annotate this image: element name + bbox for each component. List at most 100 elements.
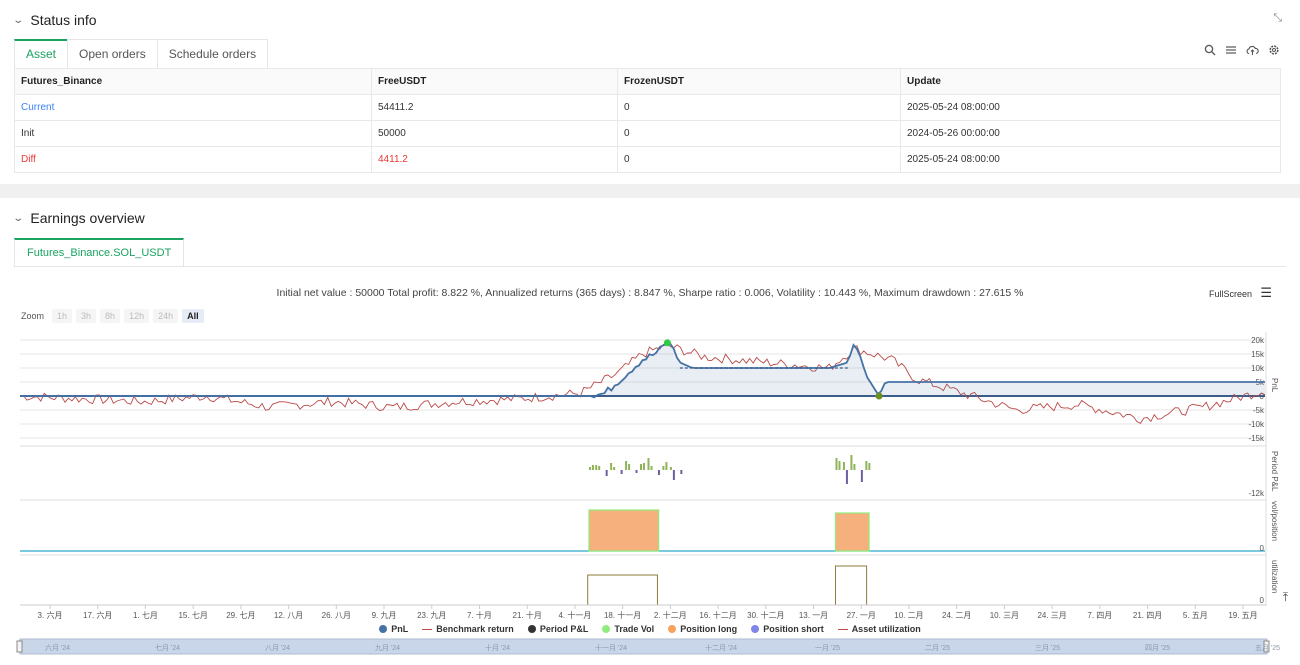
period-bar [835, 458, 838, 470]
x-tick-label: 2. 十二月 [654, 610, 687, 620]
max-marker [663, 339, 671, 347]
tab-open-orders[interactable]: Open orders [67, 39, 158, 68]
expand-icon[interactable]: ⤡ [1273, 12, 1282, 24]
legend-position-long[interactable]: Position long [668, 624, 737, 634]
earnings-header[interactable]: ⌄ Earnings overview [12, 210, 145, 226]
period-bar [853, 464, 856, 470]
period-bar [669, 467, 672, 470]
period-bar [647, 458, 650, 470]
period-bar [635, 470, 638, 473]
row-frozen: 0 [617, 94, 901, 121]
menu-icon[interactable]: ☰ [1260, 285, 1272, 300]
row-label: Diff [14, 146, 372, 173]
navigator-tick-label: 四月 '25 [1145, 644, 1170, 652]
period-bar [672, 470, 675, 480]
legend-period-pl[interactable]: Period P&L [527, 624, 589, 634]
navigator-tick-label: 十二月 '24 [705, 643, 737, 652]
tab-underline [14, 266, 1286, 267]
x-tick-label: 3. 六月 [38, 610, 63, 620]
legend-label: Benchmark return [436, 624, 514, 634]
zoom-all[interactable]: All [182, 309, 204, 323]
period-bar [640, 464, 643, 470]
row-free: 50000 [371, 120, 618, 147]
y-tick-label: 10k [1251, 364, 1265, 373]
period-bar [860, 470, 863, 482]
table-header-row: Futures_Binance FreeUSDT FrozenUSDT Upda… [14, 68, 1281, 95]
x-tick-label: 1. 七月 [133, 611, 158, 620]
x-tick-label: 27. 一月 [847, 611, 876, 620]
period-bar [620, 470, 623, 474]
legend-position-short[interactable]: Position short [751, 624, 824, 634]
earnings-title: Earnings overview [30, 210, 145, 226]
pane-title: utilization [1270, 560, 1279, 593]
legend-pnl[interactable]: PnL [379, 624, 408, 634]
x-tick-label: 7. 四月 [1087, 611, 1112, 620]
col-free: FreeUSDT [371, 68, 618, 95]
cloud-upload-icon[interactable] [1246, 44, 1259, 59]
x-tick-label: 15. 七月 [178, 611, 207, 620]
legend-label: Period P&L [539, 624, 589, 634]
tab-schedule-orders[interactable]: Schedule orders [156, 39, 269, 68]
x-tick-label: 10. 三月 [990, 611, 1019, 620]
status-title: Status info [30, 12, 97, 28]
y-tick-label: 20k [1251, 336, 1265, 345]
search-icon[interactable] [1204, 44, 1216, 59]
zoom-12h[interactable]: 12h [124, 309, 150, 323]
legend-marker [602, 625, 611, 633]
period-bar [628, 464, 631, 470]
col-frozen: FrozenUSDT [617, 68, 901, 95]
zoom-24h[interactable]: 24h [153, 309, 179, 323]
period-bar [845, 470, 848, 484]
x-tick-label: 24. 三月 [1037, 611, 1066, 620]
chart-legend: PnL Benchmark return Period P&L Trade Vo… [0, 624, 1300, 634]
status-tabs: Asset Open orders Schedule orders [14, 39, 269, 69]
row-frozen: 0 [617, 120, 901, 147]
legend-label: Asset utilization [851, 624, 921, 634]
period-bar [595, 465, 598, 470]
y-tick-label: 0 [1260, 544, 1265, 553]
navigator-tick-label: 二月 '25 [925, 644, 950, 652]
legend-label: PnL [391, 624, 409, 634]
period-bar [650, 466, 653, 470]
navigator-tick-label: 一月 '25 [815, 644, 840, 652]
y-tick-label: -15k [1248, 434, 1265, 443]
period-bar [680, 470, 683, 474]
legend-asset-utilization[interactable]: Asset utilization [837, 624, 921, 634]
gear-icon[interactable] [1268, 44, 1280, 59]
period-bar [842, 462, 845, 470]
navigator-tick-label: 九月 '24 [375, 643, 400, 652]
legend-marker [668, 625, 677, 633]
period-bar [610, 463, 613, 470]
list-icon[interactable] [1225, 44, 1237, 59]
zoom-8h[interactable]: 8h [100, 309, 121, 323]
x-tick-label: 30. 十二月 [747, 610, 784, 620]
col-update: Update [900, 68, 1281, 95]
tab-asset[interactable]: Asset [14, 39, 69, 68]
pane-title: vol/position [1270, 501, 1279, 541]
zoom-3h[interactable]: 3h [76, 309, 97, 323]
x-tick-label: 18. 十一月 [604, 610, 641, 620]
x-tick-label: 5. 五月 [1183, 611, 1208, 620]
x-tick-label: 12. 八月 [274, 611, 303, 620]
legend-benchmark[interactable]: Benchmark return [422, 624, 514, 634]
fullscreen-button[interactable]: FullScreen [1208, 289, 1252, 299]
tab-symbol[interactable]: Futures_Binance.SOL_USDT [14, 238, 185, 267]
period-bar [865, 461, 868, 470]
pnl-area [20, 343, 1265, 398]
legend-trade-vol[interactable]: Trade Vol [602, 624, 654, 634]
table-row: Diff 4411.2 0 2025-05-24 08:00:00 [14, 146, 1281, 173]
utilization-step [834, 565, 868, 605]
status-header[interactable]: ⌄ Status info [12, 12, 97, 28]
row-free: 54411.2 [371, 94, 618, 121]
x-tick-label: 13. 一月 [799, 611, 828, 620]
zoom-1h[interactable]: 1h [52, 309, 73, 323]
y-tick-label: -12k [1248, 489, 1265, 498]
navigator-tick-label: 五月 '25 [1255, 644, 1280, 652]
zoom-label: Zoom [21, 311, 45, 321]
scroll-top-button[interactable]: ⤒ [1282, 590, 1288, 605]
y-tick-label: 0 [1260, 596, 1265, 605]
utilization-step [587, 574, 658, 605]
x-tick-label: 23. 九月 [417, 611, 446, 620]
y-tick-label: -5k [1253, 406, 1265, 415]
